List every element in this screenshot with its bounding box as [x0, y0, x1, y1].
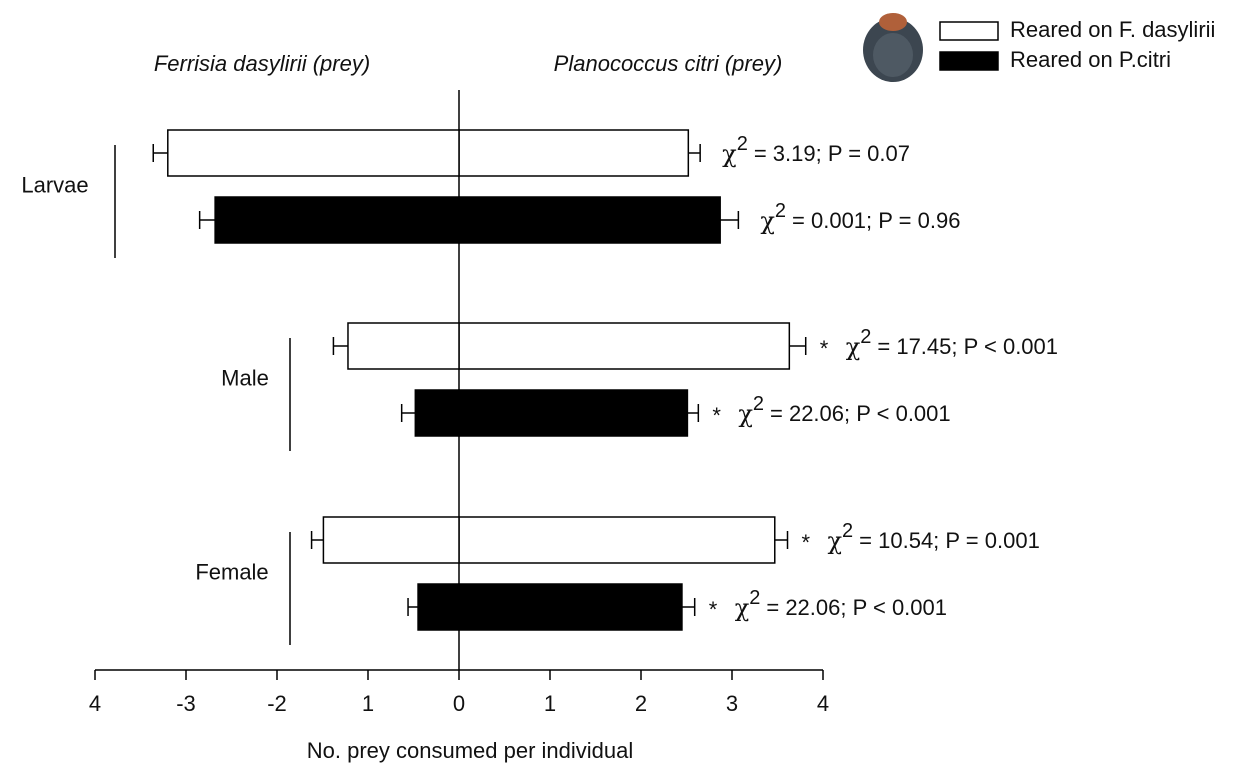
legend-swatch [939, 51, 999, 71]
stat-label: χ2 = 22.06; P < 0.001 [735, 587, 947, 621]
chi-exponent: 2 [775, 200, 786, 222]
left-header: Ferrisia dasylirii (prey) [154, 51, 370, 76]
stat-text: = 3.19; P = 0.07 [754, 141, 910, 166]
beetle-icon [863, 13, 923, 82]
bar-left [417, 583, 460, 631]
bar-right [458, 389, 689, 437]
chi-symbol: χ [735, 594, 750, 622]
x-tick-label: -3 [176, 691, 196, 716]
bar-right [458, 516, 776, 564]
chi-exponent: 2 [753, 393, 764, 415]
stat-text: = 10.54; P = 0.001 [859, 528, 1040, 553]
bar-right [458, 129, 690, 177]
significance: * [709, 597, 718, 622]
x-tick-label: 1 [362, 691, 374, 716]
chi-symbol: χ [760, 207, 775, 235]
stat-label: χ2 = 3.19; P = 0.07 [722, 133, 910, 167]
bar-left [214, 196, 460, 244]
group-label: Female [195, 559, 268, 584]
bar-right [458, 322, 791, 370]
stat-text: = 0.001; P = 0.96 [792, 208, 960, 233]
stat-label: χ2 = 10.54; P = 0.001 [828, 520, 1040, 554]
chi-symbol: χ [846, 333, 861, 361]
stat-text: = 22.06; P < 0.001 [770, 401, 951, 426]
legend-label: Reared on F. dasylirii [1010, 17, 1215, 42]
stat-text: = 22.06; P < 0.001 [766, 595, 947, 620]
legend-label: Reared on P.citri [1010, 47, 1171, 72]
x-tick-label: 4 [89, 691, 101, 716]
significance: * [712, 403, 721, 428]
bar-left [347, 322, 460, 370]
chi-exponent: 2 [860, 326, 871, 348]
chi-exponent: 2 [842, 520, 853, 542]
group-label: Larvae [21, 172, 88, 197]
legend-swatch [939, 21, 999, 41]
x-axis-label: No. prey consumed per individual [307, 738, 634, 763]
chi-symbol: χ [738, 400, 753, 428]
chi-exponent: 2 [749, 587, 760, 609]
x-tick-label: 2 [635, 691, 647, 716]
bar-left [167, 129, 460, 177]
chi-symbol: χ [828, 527, 843, 555]
stat-label: χ2 = 17.45; P < 0.001 [846, 326, 1058, 360]
x-tick-label: 3 [726, 691, 738, 716]
bar-right [458, 196, 721, 244]
x-tick-label: 0 [453, 691, 465, 716]
x-tick-label: 1 [544, 691, 556, 716]
stat-label: χ2 = 0.001; P = 0.96 [760, 200, 960, 234]
group-label: Male [221, 365, 269, 390]
significance: * [802, 530, 811, 555]
stat-text: = 17.45; P < 0.001 [877, 334, 1058, 359]
x-tick-label: 4 [817, 691, 829, 716]
right-header: Planococcus citri (prey) [554, 51, 783, 76]
chi-exponent: 2 [737, 133, 748, 155]
bar-left [322, 516, 460, 564]
bar-left [414, 389, 460, 437]
significance: * [820, 336, 829, 361]
chi-symbol: χ [722, 140, 737, 168]
x-tick-label: -2 [267, 691, 287, 716]
stat-label: χ2 = 22.06; P < 0.001 [738, 393, 950, 427]
bar-right [458, 583, 683, 631]
